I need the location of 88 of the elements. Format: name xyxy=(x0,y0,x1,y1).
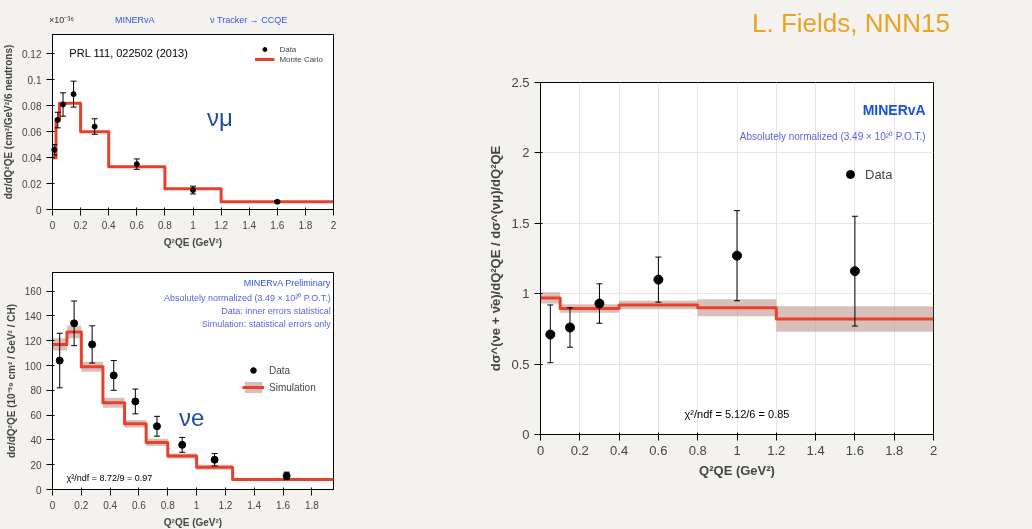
x-tick-label: 0 xyxy=(536,442,545,458)
y-axis-title: dσ^(νe + ν̄e)/dQ²QE / dσ^(νμ)/dQ²QE xyxy=(488,145,504,372)
x-tick-label: 0.4 xyxy=(103,499,118,511)
text: MINERvA xyxy=(115,14,155,27)
y-tick-label: 140 xyxy=(24,310,42,322)
y-tick-label: 0.1 xyxy=(27,74,42,86)
legend-label: Simulation xyxy=(269,380,316,394)
annotation: Absolutely normalized (3.49 × 10²⁰ P.O.T.) xyxy=(739,131,926,143)
legend-label: Data xyxy=(865,166,893,182)
y-tick-label: 0.12 xyxy=(22,48,42,60)
x-axis-title: Q²QE (GeV²) xyxy=(699,462,775,478)
y-tick-label: 100 xyxy=(24,360,42,372)
point xyxy=(653,274,664,285)
y-tick-label: 0.5 xyxy=(511,356,530,372)
point xyxy=(178,440,187,449)
annotation: PRL 111, 022502 (2013) xyxy=(69,47,188,59)
annotation: νμ xyxy=(207,103,233,131)
x-axis-title: Q²QE (GeV²) xyxy=(163,236,223,248)
point xyxy=(594,298,605,309)
x-tick-label: 0.2 xyxy=(74,499,89,511)
x-tick-label: 0.2 xyxy=(570,442,589,458)
x-tick-label: 0.8 xyxy=(157,219,173,231)
point xyxy=(210,455,219,464)
x-tick-label: 1.2 xyxy=(218,499,233,511)
annotation: Absolutely normalized (3.49 × 10²⁰ P.O.T.) xyxy=(164,292,331,303)
x-tick-label: 1.6 xyxy=(270,219,285,231)
x-tick-label: 1.2 xyxy=(767,442,786,458)
x-tick-label: 0 xyxy=(49,219,56,231)
y-tick-label: 0 xyxy=(522,427,530,442)
x-tick-label: 1 xyxy=(190,219,197,231)
x-tick-label: 1 xyxy=(733,442,741,458)
x-tick-label: 2 xyxy=(929,442,938,458)
x-tick-label: 0.6 xyxy=(649,442,668,458)
x-axis-title: Q²QE (GeV²) xyxy=(163,516,223,528)
y-tick-label: 0 xyxy=(35,204,42,216)
annotation: Simulation: statistical errors only xyxy=(201,318,332,329)
y-tick-label: 80 xyxy=(30,385,42,397)
x-tick-label: 1.8 xyxy=(885,442,904,458)
legend-label: Data xyxy=(269,363,291,377)
annotation: νe xyxy=(178,403,205,431)
x-tick-label: 0.4 xyxy=(610,442,629,458)
x-tick-label: 0.6 xyxy=(129,219,145,231)
x-tick-label: 0.2 xyxy=(73,219,88,231)
y-tick-label: 0.04 xyxy=(22,152,42,164)
x-tick-label: 0.4 xyxy=(101,219,117,231)
x-tick-label: 1.8 xyxy=(304,499,320,511)
x-tick-label: 0.8 xyxy=(688,442,707,458)
legend-label: Data xyxy=(279,44,298,54)
point xyxy=(54,117,61,124)
y-tick-label: 2.5 xyxy=(511,75,530,90)
y-tick-label: 0.08 xyxy=(22,100,42,112)
text: ×10⁻³⁶ xyxy=(49,14,74,27)
y-tick-label: 0 xyxy=(35,484,42,496)
annotation: MINERvA Preliminary xyxy=(243,277,331,288)
annotation: χ²/ndf = 8.72/9 = 0.97 xyxy=(66,472,153,483)
x-tick-label: 1.8 xyxy=(298,219,313,231)
x-tick-label: 1.6 xyxy=(845,442,864,458)
text: L. Fields, NNN15 xyxy=(752,7,950,40)
y-tick-label: 160 xyxy=(24,286,42,298)
y-tick-label: 1.5 xyxy=(511,215,530,231)
point xyxy=(91,123,98,130)
x-tick-label: 2 xyxy=(330,219,337,231)
y-tick-label: 20 xyxy=(30,459,42,471)
x-tick-label: 1.4 xyxy=(247,499,262,511)
annotation: MINERvA xyxy=(862,101,926,118)
annotation: χ²/ndf = 5.12/6 = 0.85 xyxy=(684,408,790,421)
y-tick-label: 40 xyxy=(30,434,42,446)
annotation: Data: inner errors statistical xyxy=(221,305,331,316)
x-tick-label: 1.6 xyxy=(276,499,291,511)
x-tick-label: 0.6 xyxy=(132,499,147,511)
x-tick-label: 0 xyxy=(49,499,56,511)
y-axis-title: dσ/dQ²QE (10⁻³⁹ cm² / GeV² / CH) xyxy=(5,303,17,459)
y-tick-label: 2 xyxy=(522,145,530,161)
x-tick-label: 1.4 xyxy=(242,219,257,231)
x-tick-label: 1.2 xyxy=(214,219,229,231)
legend-label: Monte Carlo xyxy=(279,54,323,64)
y-tick-label: 0.02 xyxy=(22,178,42,190)
y-tick-label: 1 xyxy=(522,286,530,302)
x-tick-label: 1 xyxy=(193,499,200,511)
x-tick-label: 1.4 xyxy=(806,442,825,458)
text: ν Tracker → CCQE xyxy=(210,14,288,27)
y-axis-title: dσ/dQ²QE (cm²/GeV²/6 neutrons) xyxy=(3,44,15,200)
y-tick-label: 60 xyxy=(30,410,42,422)
x-tick-label: 0.8 xyxy=(160,499,176,511)
point xyxy=(70,91,77,98)
y-tick-label: 120 xyxy=(24,335,42,347)
point xyxy=(109,371,118,380)
y-tick-label: 0.06 xyxy=(22,126,42,138)
